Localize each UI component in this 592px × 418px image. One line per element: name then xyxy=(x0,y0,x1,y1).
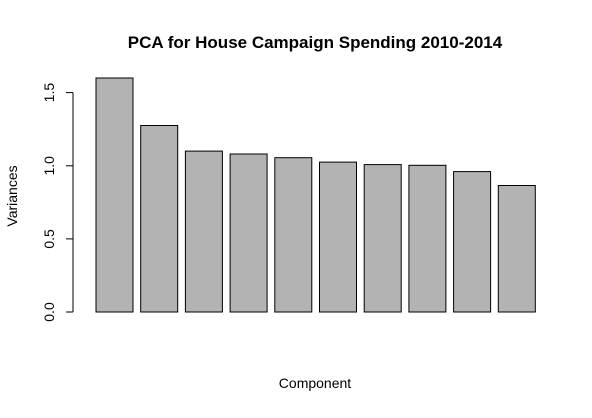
bar-component-6 xyxy=(319,161,357,313)
bars-group xyxy=(95,77,536,313)
y-axis-label: Variances xyxy=(4,165,20,226)
bar-component-5 xyxy=(274,157,313,313)
bar-component-1 xyxy=(95,77,134,313)
bar-component-2 xyxy=(140,125,179,313)
y-tick-label: 1.5 xyxy=(41,83,57,103)
y-tick-label: 0.0 xyxy=(41,302,57,322)
y-tick-label: 0.5 xyxy=(41,229,57,249)
bar-component-4 xyxy=(229,153,268,313)
x-axis-label: Component xyxy=(279,375,351,391)
bar-component-9 xyxy=(453,171,492,313)
bar-component-3 xyxy=(184,150,223,313)
bar-component-10 xyxy=(497,185,536,313)
y-axis: 0.0 0.5 1.0 1.5 xyxy=(41,83,74,322)
bar-component-7 xyxy=(363,164,402,313)
chart-title: PCA for House Campaign Spending 2010-201… xyxy=(128,33,503,52)
bar-component-8 xyxy=(408,164,447,313)
y-tick-label: 1.0 xyxy=(41,156,57,176)
